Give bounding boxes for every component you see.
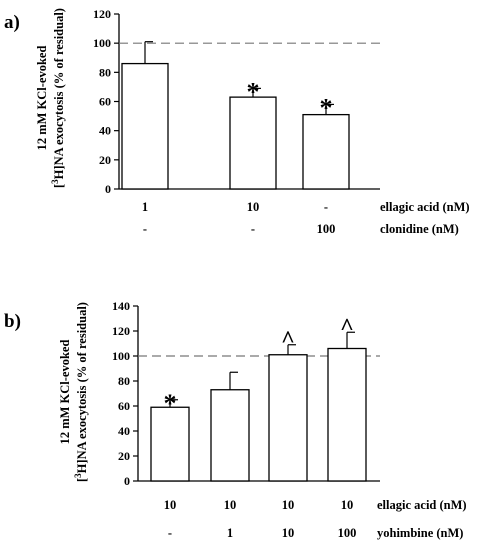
panel-b-label: b): [4, 311, 21, 332]
panel-b-ylabel-line1: 12 mM KCl-evoked: [58, 340, 72, 445]
panel-a-condition-cell: 1: [142, 200, 148, 214]
panel-a-y-tick-label: 120: [93, 7, 111, 21]
panel-b-condition-cell: -: [168, 526, 172, 540]
panel-a-y-tick-label: 60: [99, 95, 111, 109]
panel-b-condition-cell: 10: [164, 498, 177, 512]
panel-a-condition-row-label: clonidine (nM): [380, 222, 459, 236]
panel-a-label: a): [4, 12, 20, 33]
panel-a-ylabel-line1: 12 mM KCl-evoked: [35, 46, 49, 151]
panel-b-y-axis-title: 12 mM KCl-evoked [3H]NA exocytosis (% of…: [58, 302, 89, 482]
panel-b-y-tick-label: 80: [118, 374, 130, 388]
panel-b-significance-mark: ^: [340, 314, 354, 340]
panel-b-condition-row-label: ellagic acid (nM): [377, 498, 467, 512]
panel-b-bar: [327, 347, 367, 482]
panel-a-y-axis-title: 12 mM KCl-evoked [3H]NA exocytosis (% of…: [35, 8, 66, 188]
panel-a-bar: [121, 62, 169, 190]
panel-a-condition-table: 1 10 - ellagic acid (nM) - - 100 clonidine (nM): [142, 200, 470, 236]
panel-a-ylabel-line2: [3H]NA exocytosis (% of residual): [50, 8, 66, 188]
panel-b-condition-cell: 10: [341, 498, 354, 512]
panel-a-chart: a) 12 mM KCl-evoked [3H]NA exocytosis (%…: [4, 7, 470, 236]
panel-a-bar: [302, 113, 350, 190]
panel-a-significance-mark: *: [247, 77, 260, 106]
panel-b-chart: b) 12 mM KCl-evoked [3H]NA exocytosis (%…: [4, 299, 467, 540]
panel-b-significance-mark: *: [164, 389, 177, 418]
panel-a-condition-cell: 10: [247, 200, 260, 214]
panel-b-y-tick-label: 40: [118, 424, 130, 438]
panel-a-bars: **: [121, 41, 350, 190]
panel-b-y-tick-label: 0: [124, 474, 130, 488]
panel-a-significance-mark: *: [320, 93, 333, 122]
panel-b-y-tick-label: 120: [112, 324, 130, 338]
panel-b-bars: * ^ ^: [150, 314, 367, 482]
panel-b-y-tick-label: 20: [118, 449, 130, 463]
panel-b-condition-cell: 10: [224, 498, 237, 512]
panel-b-condition-cell: 10: [282, 498, 295, 512]
panel-a-y-tick-label: 20: [99, 153, 111, 167]
panel-b-condition-cell: 100: [338, 526, 357, 540]
panel-a-condition-cell: -: [143, 222, 147, 236]
panel-b-significance-mark: ^: [281, 327, 295, 353]
panel-b-bar: [210, 389, 250, 482]
panel-b-condition-row-label: yohimbine (nM): [377, 526, 463, 540]
panel-b-bar: [150, 406, 190, 482]
panel-b-y-tick-label: 60: [118, 399, 130, 413]
panel-b-condition-cell: 1: [227, 526, 233, 540]
panel-b-condition-cell: 10: [282, 526, 295, 540]
panel-b-bar: [268, 354, 308, 482]
panel-a-y-tick-label: 0: [105, 182, 111, 196]
panel-a-y-tick-label: 40: [99, 124, 111, 138]
panel-a-y-tick-label: 80: [99, 65, 111, 79]
panel-a-bar: [229, 96, 277, 190]
panel-a-condition-cell: -: [324, 200, 328, 214]
panel-a-condition-cell: -: [251, 222, 255, 236]
panel-b-ylabel-line2: [3H]NA exocytosis (% of residual): [73, 302, 89, 482]
panel-a-condition-row-label: ellagic acid (nM): [380, 200, 470, 214]
panel-b-y-tick-label: 100: [112, 349, 130, 363]
panel-a-condition-cell: 100: [317, 222, 336, 236]
panel-b-condition-table: 10 10 10 10 ellagic acid (nM) - 1 10 100 yohimbin…: [164, 498, 467, 540]
panel-b-y-tick-label: 140: [112, 299, 130, 313]
panel-a-y-tick-label: 100: [93, 36, 111, 50]
